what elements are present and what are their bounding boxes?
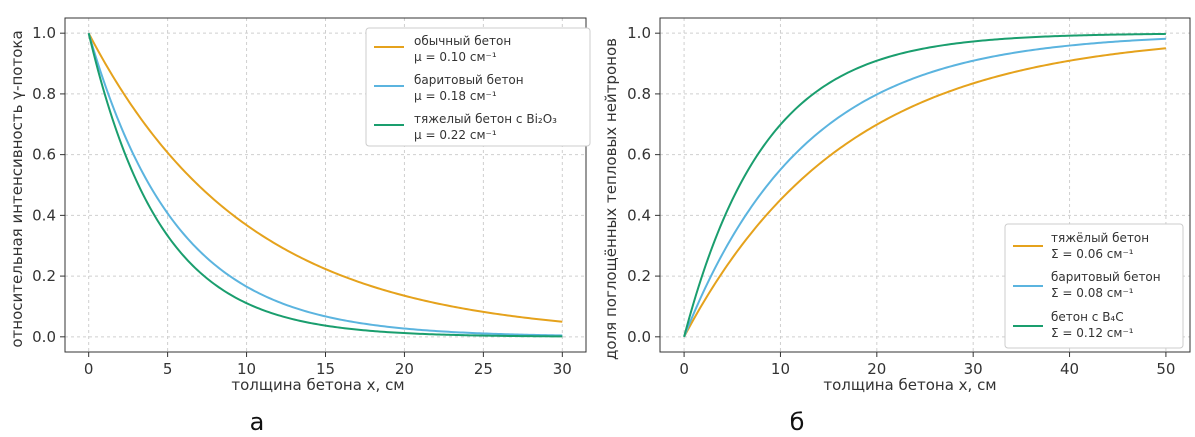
legend-b: тяжёлый бетон Σ = 0.06 см⁻¹ баритовый бе…: [1004, 223, 1184, 349]
legend-param-b-0: Σ = 0.06 см⁻¹: [1051, 247, 1134, 261]
legend-name-a-2: тяжелый бетон с Bi₂O₃: [414, 112, 557, 126]
x-ticks-b: 0 10 20 30 40 50: [679, 352, 1175, 378]
x-tick-label: 0: [679, 360, 689, 378]
panel-label-b: б: [790, 408, 805, 436]
x-tick-label: 30: [553, 360, 572, 378]
y-tick-label: 0.4: [32, 206, 56, 224]
legend-box-a: [365, 27, 591, 147]
legend-name-b-0: тяжёлый бетон: [1051, 231, 1149, 245]
series-line-a-0: [87, 32, 563, 323]
series-line-b-1: [683, 37, 1166, 338]
x-axis-label-b: толщина бетона x, см: [823, 376, 996, 394]
series-line-b-0: [683, 47, 1167, 338]
y-axis-label-b: доля поглощённых тепловых нейтронов: [602, 38, 620, 360]
y-tick-label: 0.0: [627, 328, 651, 346]
y-tick-label: 1.0: [32, 24, 56, 42]
y-ticks-b: 0.0 0.2 0.4 0.6 0.8 1.0: [627, 24, 660, 346]
chart-panel-a: 0 5 10 15 20 25 30 0.0 0.2 0.4 0.6 0.8 1.0 толщина …: [8, 17, 591, 436]
x-tick-label: 0: [84, 360, 94, 378]
legend-param-b-1: Σ = 0.08 см⁻¹: [1051, 286, 1134, 300]
x-axis-label-a: толщина бетона x, см: [231, 376, 404, 394]
x-tick-label: 40: [1060, 360, 1079, 378]
chart-panel-b: 0 10 20 30 40 50 0.0 0.2 0.4 0.6 0.8 1.0 толщина б…: [602, 17, 1191, 436]
x-tick-label: 25: [474, 360, 493, 378]
x-tick-label: 20: [867, 360, 886, 378]
x-tick-label: 15: [316, 360, 335, 378]
y-tick-label: 0.8: [627, 85, 651, 103]
legend-param-a-0: μ = 0.10 см⁻¹: [414, 50, 497, 64]
panel-label-a: а: [250, 408, 265, 436]
y-tick-label: 0.8: [32, 85, 56, 103]
y-axis-label-a: относительная интенсивность γ-потока: [8, 30, 26, 347]
x-tick-label: 20: [395, 360, 414, 378]
series-line-a-2: [87, 32, 563, 338]
legend-a: обычный бетон μ = 0.10 см⁻¹ баритовый бе…: [365, 27, 591, 147]
legend-name-b-2: бетон с B₄C: [1051, 310, 1124, 324]
grid-b: [660, 18, 1190, 352]
y-tick-label: 0.6: [627, 146, 651, 164]
series-lines-a: [87, 32, 563, 338]
y-tick-label: 0.4: [627, 206, 651, 224]
x-tick-label: 50: [1156, 360, 1175, 378]
legend-name-b-1: баритовый бетон: [1051, 270, 1161, 284]
series-line-b-2: [683, 32, 1166, 338]
series-lines-b: [683, 32, 1167, 338]
y-ticks-a: 0.0 0.2 0.4 0.6 0.8 1.0: [32, 24, 65, 346]
legend-name-a-0: обычный бетон: [414, 34, 511, 48]
x-tick-label: 10: [237, 360, 256, 378]
x-tick-label: 5: [163, 360, 173, 378]
y-tick-label: 0.2: [627, 267, 651, 285]
series-line-a-1: [87, 32, 563, 337]
legend-param-b-2: Σ = 0.12 см⁻¹: [1051, 326, 1134, 340]
plot-frame-b: [659, 17, 1191, 353]
x-ticks-a: 0 5 10 15 20 25 30: [84, 352, 572, 378]
y-tick-label: 1.0: [627, 24, 651, 42]
legend-name-a-1: баритовый бетон: [414, 73, 524, 87]
x-tick-label: 10: [771, 360, 790, 378]
x-tick-label: 30: [964, 360, 983, 378]
y-tick-label: 0.6: [32, 146, 56, 164]
y-tick-label: 0.2: [32, 267, 56, 285]
y-tick-label: 0.0: [32, 328, 56, 346]
legend-param-a-2: μ = 0.22 см⁻¹: [414, 128, 497, 142]
legend-box-b: [1004, 223, 1184, 349]
legend-param-a-1: μ = 0.18 см⁻¹: [414, 89, 497, 103]
